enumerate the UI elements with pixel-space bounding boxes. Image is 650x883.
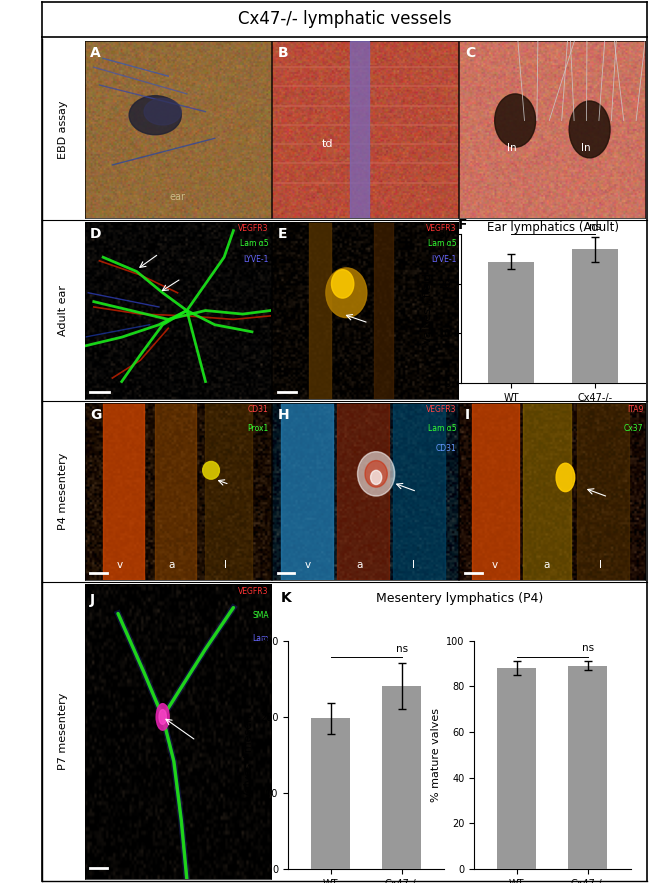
- Text: I: I: [465, 408, 470, 422]
- Text: a: a: [169, 560, 175, 570]
- Text: Lam α5: Lam α5: [240, 239, 268, 248]
- Text: l: l: [224, 560, 227, 570]
- Text: K: K: [281, 592, 291, 606]
- Bar: [311, 718, 350, 869]
- Bar: [205, 403, 252, 580]
- Text: ln: ln: [506, 143, 516, 153]
- Text: Cx47-/- lymphatic vessels: Cx47-/- lymphatic vessels: [238, 11, 451, 28]
- Text: LYVE-1: LYVE-1: [243, 255, 268, 265]
- Text: ITA9: ITA9: [627, 404, 644, 413]
- Bar: [155, 403, 196, 580]
- Ellipse shape: [556, 464, 575, 492]
- Text: J: J: [90, 592, 95, 607]
- Bar: [568, 666, 608, 869]
- Text: D: D: [90, 227, 101, 241]
- Ellipse shape: [358, 452, 395, 496]
- Text: VEGFR3: VEGFR3: [426, 223, 456, 232]
- Bar: [577, 403, 629, 580]
- Text: l: l: [412, 560, 415, 570]
- Text: CD31: CD31: [436, 443, 456, 453]
- Text: Lam α5: Lam α5: [428, 424, 456, 434]
- Ellipse shape: [159, 710, 166, 724]
- Bar: [350, 41, 369, 218]
- Text: H: H: [278, 408, 289, 422]
- Ellipse shape: [495, 94, 536, 147]
- Ellipse shape: [569, 101, 610, 158]
- Text: A: A: [90, 46, 101, 60]
- Text: CD31: CD31: [248, 404, 268, 413]
- Text: v: v: [491, 560, 498, 570]
- Ellipse shape: [332, 269, 354, 298]
- Text: G: G: [90, 408, 101, 422]
- Text: td: td: [322, 140, 333, 149]
- Text: VEGFR3: VEGFR3: [239, 223, 268, 232]
- Text: ns: ns: [589, 223, 601, 232]
- Text: ns: ns: [582, 643, 594, 653]
- Text: a: a: [356, 560, 363, 570]
- Text: P7 mesentery: P7 mesentery: [58, 693, 68, 770]
- Bar: [497, 668, 536, 869]
- Ellipse shape: [370, 471, 382, 485]
- Bar: [281, 403, 333, 580]
- Text: ln: ln: [581, 143, 591, 153]
- Text: ns: ns: [396, 644, 408, 653]
- Y-axis label: % mature valves: % mature valves: [430, 708, 441, 802]
- Text: a: a: [543, 560, 550, 570]
- Bar: [572, 249, 618, 383]
- Bar: [103, 403, 144, 580]
- Bar: [473, 403, 519, 580]
- Text: v: v: [304, 560, 310, 570]
- Text: Lam α5: Lam α5: [428, 239, 456, 248]
- Text: VEGFR3: VEGFR3: [426, 404, 456, 413]
- Text: ear: ear: [170, 192, 185, 202]
- Bar: [523, 403, 571, 580]
- Bar: [393, 403, 445, 580]
- Y-axis label: Valves / mesen.: Valves / mesen.: [244, 711, 254, 799]
- Bar: [309, 222, 332, 399]
- Y-axis label: Valves / field: Valves / field: [423, 273, 433, 344]
- Bar: [374, 222, 393, 399]
- Ellipse shape: [156, 704, 169, 730]
- Ellipse shape: [129, 95, 181, 135]
- Text: E: E: [278, 227, 287, 241]
- Ellipse shape: [365, 461, 387, 487]
- Text: Adult ear: Adult ear: [58, 285, 68, 336]
- Text: EBD assay: EBD assay: [58, 100, 68, 159]
- Bar: [488, 261, 534, 383]
- Text: B: B: [278, 46, 288, 60]
- Text: Prox1: Prox1: [248, 424, 268, 434]
- Bar: [382, 686, 421, 869]
- Text: l: l: [599, 560, 603, 570]
- Bar: [337, 403, 389, 580]
- Title: Ear lymphatics (Adult): Ear lymphatics (Adult): [487, 222, 619, 235]
- Text: Lam: Lam: [252, 634, 268, 643]
- Text: LYVE-1: LYVE-1: [431, 255, 456, 265]
- Text: VEGFR3: VEGFR3: [239, 587, 268, 596]
- Ellipse shape: [203, 462, 220, 479]
- Text: Mesentery lymphatics (P4): Mesentery lymphatics (P4): [376, 592, 543, 605]
- Text: SMA: SMA: [252, 610, 268, 620]
- Text: P4 mesentery: P4 mesentery: [58, 453, 68, 531]
- Text: F: F: [458, 218, 467, 232]
- Ellipse shape: [326, 268, 367, 318]
- Text: C: C: [465, 46, 475, 60]
- Text: Cx37: Cx37: [624, 424, 644, 434]
- Ellipse shape: [144, 98, 181, 125]
- Text: v: v: [117, 560, 123, 570]
